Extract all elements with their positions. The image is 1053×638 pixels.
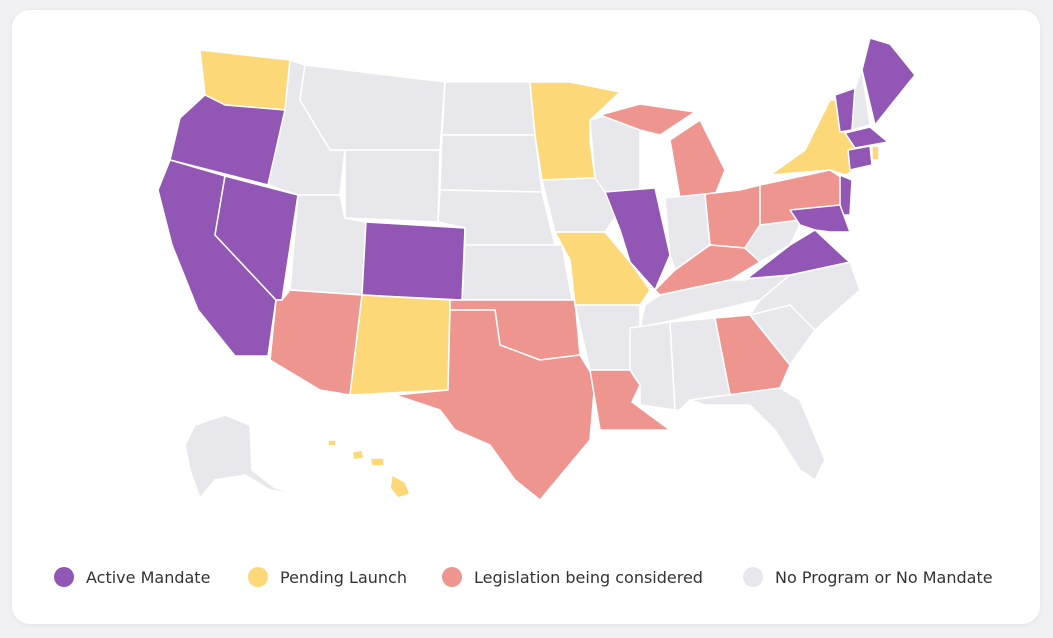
state: [861, 37, 916, 126]
state: [461, 244, 573, 301]
state: [369, 457, 385, 467]
state: [394, 309, 596, 501]
state: [629, 321, 676, 411]
legend-label: Active Mandate: [86, 567, 211, 587]
legend-item: Legislation being considered: [442, 563, 703, 591]
legend-label: Legislation being considered: [474, 567, 703, 587]
state: [439, 134, 543, 193]
legend-swatch: [442, 567, 462, 587]
state: [851, 69, 871, 131]
state: [554, 231, 651, 306]
state: [541, 177, 621, 233]
state: [441, 81, 536, 136]
state: [529, 81, 621, 181]
state: [871, 145, 880, 161]
legend-swatch: [54, 567, 74, 587]
state: [669, 119, 726, 199]
legend-swatch: [248, 567, 268, 587]
state: [351, 449, 365, 461]
state: [349, 294, 451, 396]
state: [789, 204, 851, 233]
state: [361, 221, 466, 301]
state: [689, 387, 826, 481]
state: [327, 439, 337, 447]
legend-label: Pending Launch: [280, 567, 407, 587]
legend: Active Mandate Pending Launch Legislatio…: [0, 563, 1053, 593]
state: [269, 289, 363, 396]
legend-label: No Program or No Mandate: [775, 567, 993, 587]
state: [844, 126, 889, 149]
state: [714, 314, 791, 396]
state: [344, 149, 441, 223]
state: [184, 414, 301, 499]
state: [729, 229, 851, 281]
state: [389, 474, 411, 499]
legend-item: No Program or No Mandate: [743, 563, 993, 591]
state: [299, 64, 446, 151]
legend-swatch: [743, 567, 763, 587]
state: [749, 261, 861, 331]
legend-item: Pending Launch: [248, 563, 407, 591]
state: [847, 145, 873, 171]
legend-item: Active Mandate: [54, 563, 210, 591]
state: [839, 174, 853, 216]
state: [599, 103, 696, 136]
